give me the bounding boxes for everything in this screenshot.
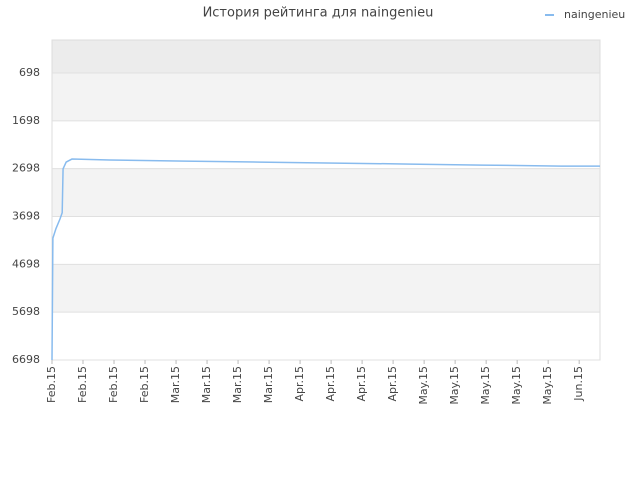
band (52, 40, 600, 74)
x-tick-label: Mar.15 (169, 366, 182, 403)
x-tick-label: Feb.15 (76, 366, 89, 403)
x-tick-label: May.15 (448, 366, 461, 405)
y-tick-label: 3698 (12, 210, 40, 223)
y-tick-label: 5698 (12, 305, 40, 318)
y-tick-label: 4698 (12, 257, 40, 270)
y-tick-label: 6698 (12, 353, 40, 366)
y-tick-label: 2698 (12, 162, 40, 175)
band (52, 168, 600, 217)
band (52, 264, 600, 313)
x-tick-label: Feb.15 (45, 366, 58, 403)
x-tick-label: Mar.15 (231, 366, 244, 403)
band (52, 120, 600, 169)
x-tick-label: Jun.15 (572, 366, 585, 402)
band (52, 73, 600, 121)
band (52, 216, 600, 265)
x-tick-label: May.15 (510, 366, 523, 405)
line-series (51, 158, 600, 361)
x-tick-label: Apr.15 (293, 366, 306, 402)
x-tick-label: Feb.15 (107, 366, 120, 403)
x-tick-label: May.15 (479, 366, 492, 405)
x-tick-label: May.15 (417, 366, 430, 405)
x-tick-label: Apr.15 (386, 366, 399, 402)
legend-label: naingenieu (564, 8, 625, 21)
x-tick-label: Mar.15 (200, 366, 213, 403)
y-tick-label: 1698 (12, 114, 40, 127)
x-tick-label: Feb.15 (138, 366, 151, 403)
y-tick-label: 698 (19, 66, 40, 79)
x-tick-label: Apr.15 (355, 366, 368, 402)
x-tick-label: May.15 (541, 366, 554, 405)
band (52, 312, 600, 360)
chart-title: История рейтинга для naingenieu (203, 6, 434, 21)
x-tick-label: Apr.15 (324, 366, 337, 402)
x-tick-label: Mar.15 (262, 366, 275, 403)
